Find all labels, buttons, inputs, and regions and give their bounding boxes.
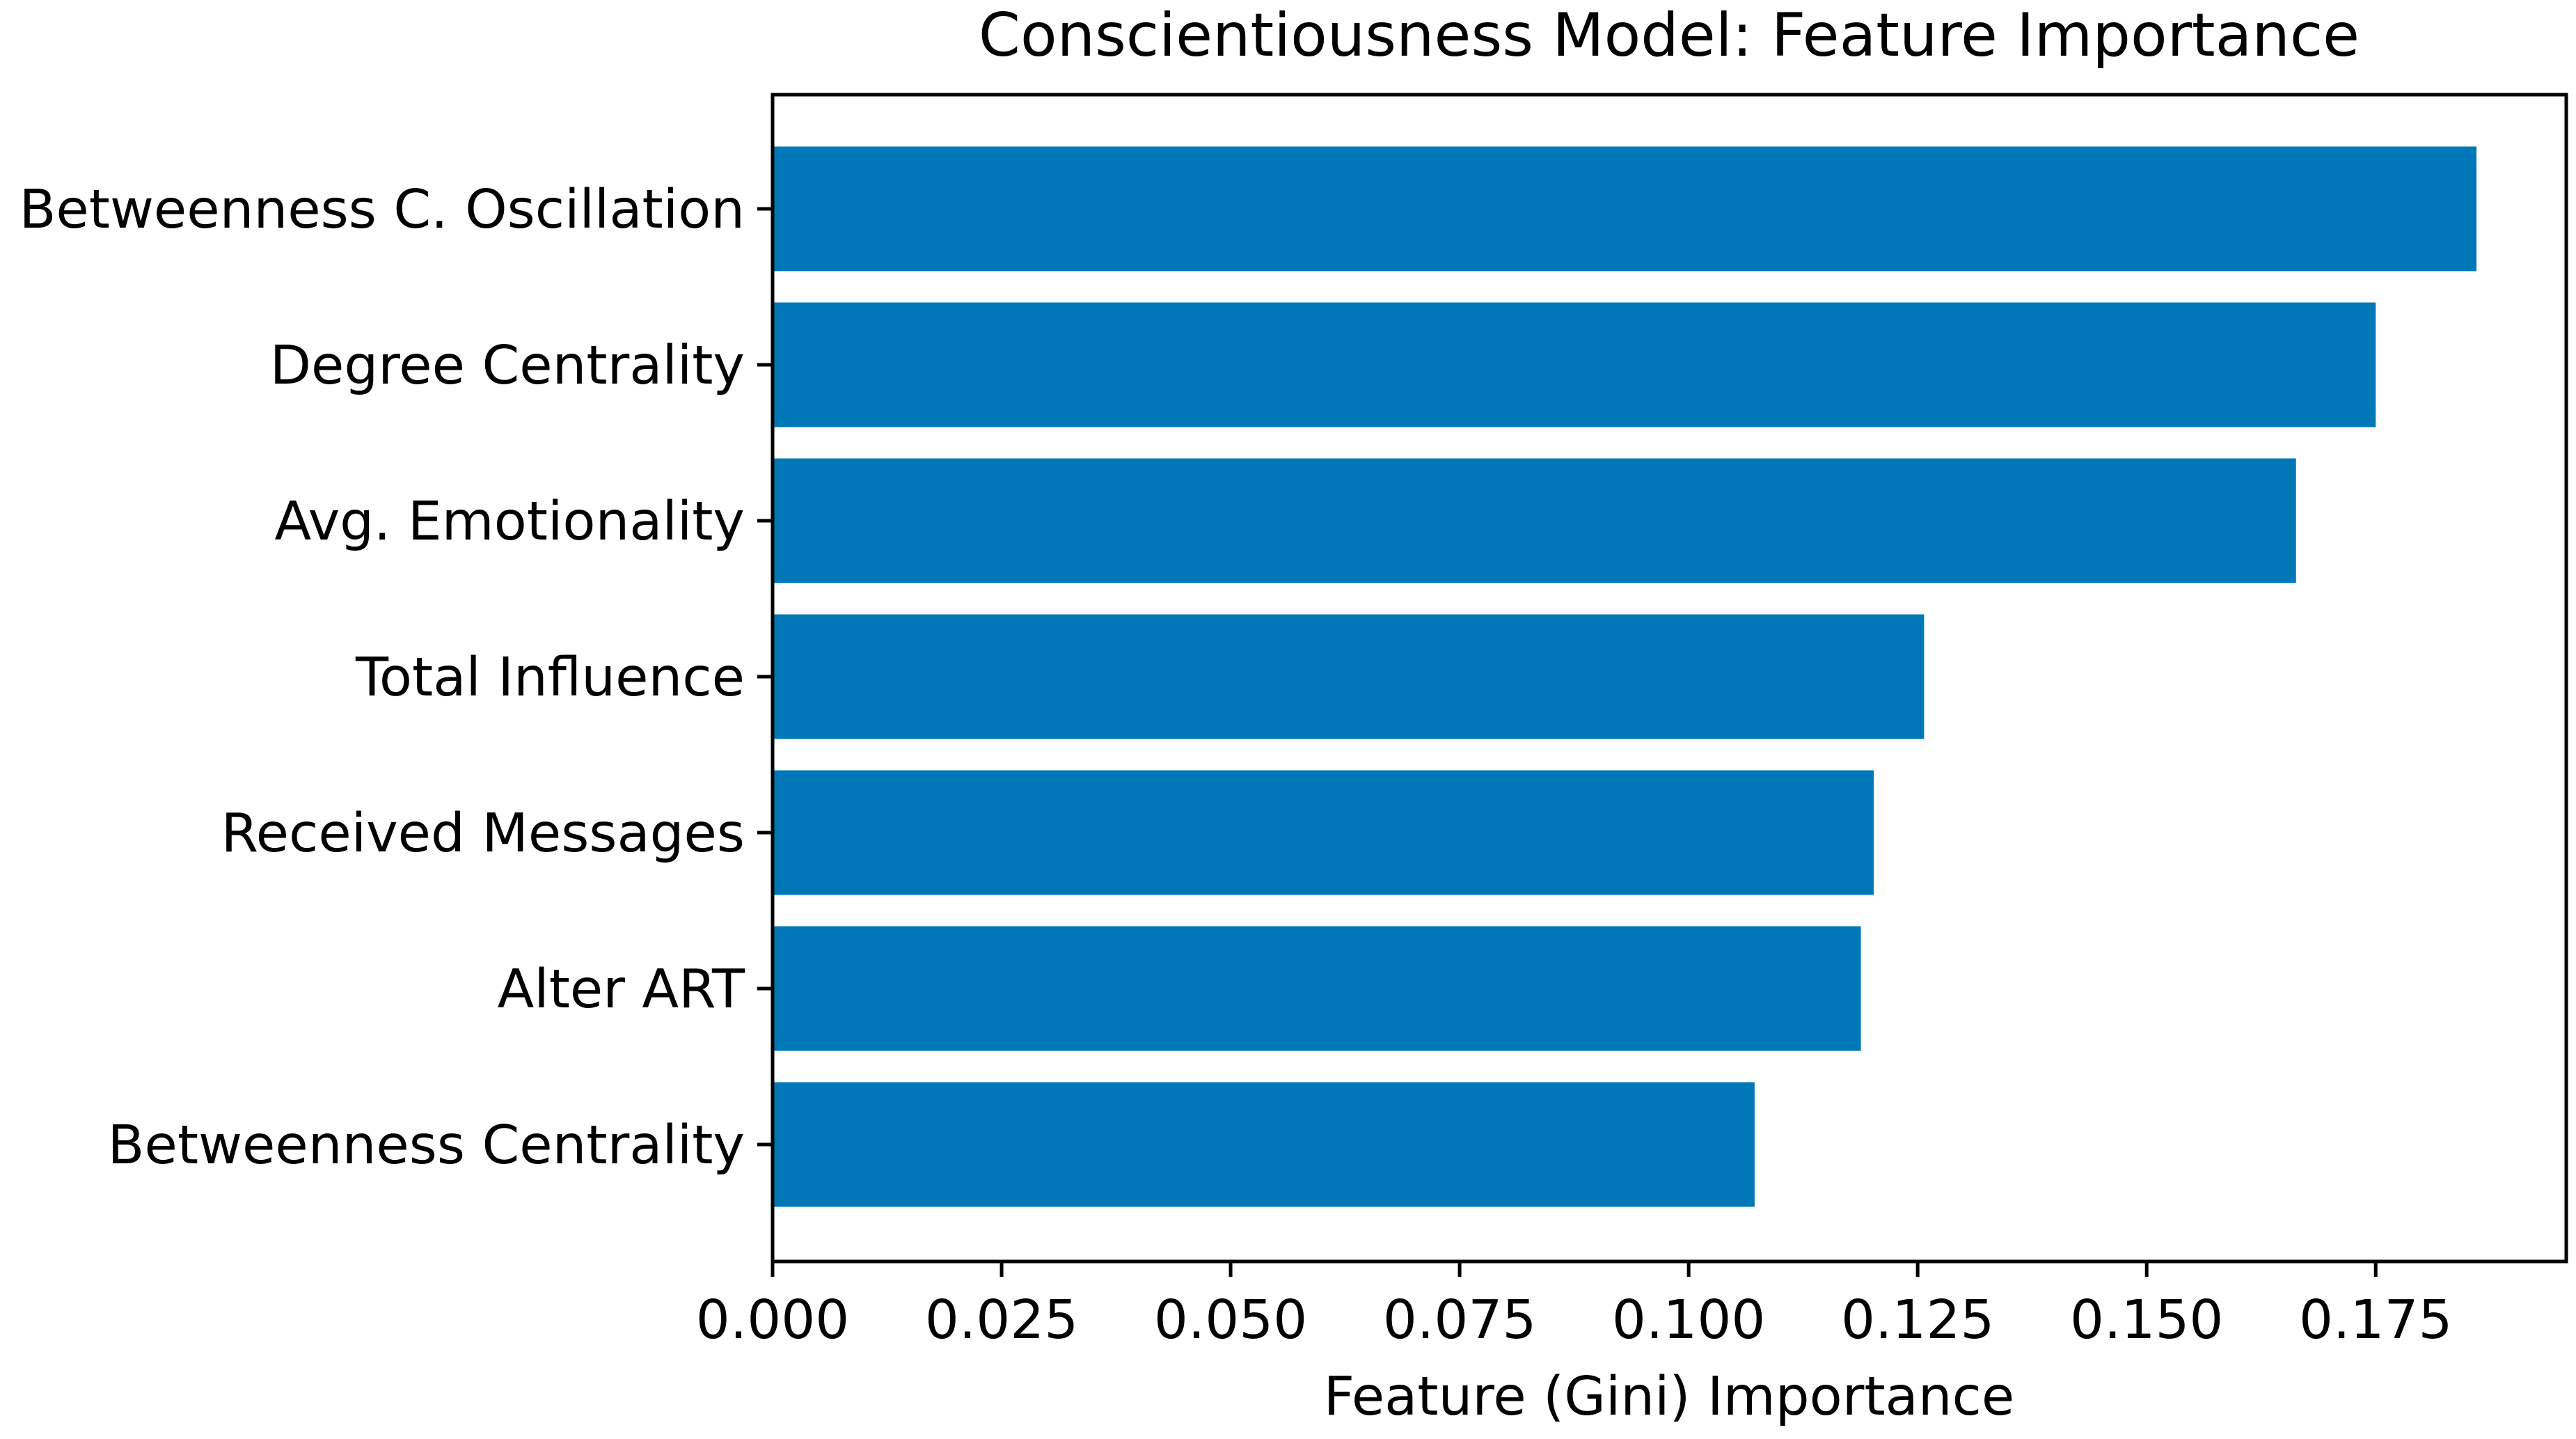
x-tick-label-7: 0.150 [2070,1289,2223,1351]
bar-5 [773,770,1874,895]
y-tick-label-5: Received Messages [221,803,745,865]
y-tick-label-3: Avg. Emotionality [274,491,745,553]
y-tick-label-6: Alter ART [498,959,745,1021]
bars-group [773,146,2477,1207]
chart-title: Conscientiousness Model: Feature Importa… [979,1,2360,70]
x-tick-label-8: 0.175 [2299,1289,2452,1351]
x-tick-label-4: 0.075 [1383,1289,1536,1351]
y-tick-label-7: Betweenness Centrality [108,1115,745,1177]
bar-6 [773,926,1861,1051]
x-tick-label-3: 0.050 [1154,1289,1307,1351]
x-tick-label-1: 0.000 [696,1289,849,1351]
y-tick-label-1: Betweenness C. Oscillation [19,179,745,241]
x-tick-label-5: 0.100 [1612,1289,1765,1351]
y-axis: Betweenness C. Oscillation Degree Central… [19,179,773,1177]
y-tick-label-2: Degree Centrality [270,335,745,397]
x-tick-label-2: 0.025 [925,1289,1078,1351]
bar-7 [773,1082,1755,1207]
x-axis: 0.000 0.025 0.050 0.075 0.100 0.125 0.150 0.175 [696,1261,2452,1351]
y-tick-label-4: Total Influence [355,647,745,709]
plot-frame [771,93,2568,1264]
bar-2 [773,302,2376,427]
x-axis-label: Feature (Gini) Importance [1324,1366,2015,1428]
x-tick-label-6: 0.125 [1841,1289,1994,1351]
bar-1 [773,146,2477,272]
bar-4 [773,614,1925,739]
bar-3 [773,458,2296,583]
